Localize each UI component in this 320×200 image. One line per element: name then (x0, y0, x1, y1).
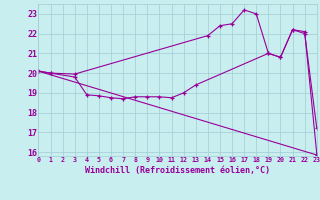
X-axis label: Windchill (Refroidissement éolien,°C): Windchill (Refroidissement éolien,°C) (85, 166, 270, 175)
